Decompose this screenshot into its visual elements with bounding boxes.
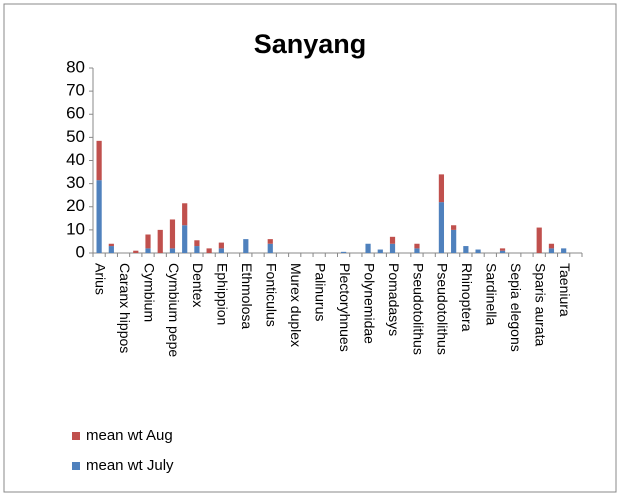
y-tick-label: 40 — [66, 150, 85, 169]
bar-segment — [218, 242, 224, 249]
x-tick-label: Fonticulus — [264, 263, 280, 327]
bar-segment — [548, 243, 555, 249]
x-tick-label: Pseudotolithus — [435, 263, 451, 355]
bar-segment — [463, 246, 469, 253]
bar-segment — [145, 234, 151, 249]
bar-segment — [108, 246, 114, 253]
x-tick-label: Ephippion — [215, 263, 231, 325]
legend-label: mean wt July — [86, 457, 174, 474]
bar-segment — [377, 249, 383, 253]
bar-segment — [414, 248, 420, 253]
x-tick-label: Taeniura — [557, 263, 573, 317]
bar-segment — [536, 227, 542, 253]
x-tick-label: Cymbium — [141, 263, 157, 322]
bar-segment — [561, 248, 567, 253]
x-tick-label: Palinurus — [312, 263, 328, 321]
x-tick-label: Rhinoptera — [459, 263, 475, 332]
bar-segment — [548, 248, 555, 253]
legend-swatch — [72, 462, 80, 470]
chart-title: Sanyang — [254, 29, 367, 59]
bar-segment — [365, 243, 371, 253]
x-tick-label: Murex duplex — [288, 263, 304, 347]
bar-segment — [389, 236, 396, 244]
x-tick-label: Sardinella — [484, 263, 500, 325]
bar-segment — [133, 250, 139, 253]
bar-segment — [267, 239, 273, 244]
chart-frame — [3, 3, 617, 493]
x-tick-label: Plectoryhnues — [337, 263, 353, 352]
bar-segment — [267, 243, 273, 253]
bar-segment — [182, 203, 188, 226]
y-tick-label: 30 — [66, 173, 85, 192]
bar-segment — [145, 248, 151, 253]
y-tick-label: 80 — [66, 57, 85, 76]
bar-segment — [499, 250, 506, 253]
x-tick-label: Cymbium pepe — [166, 263, 182, 357]
bar-segment — [96, 180, 102, 253]
x-tick-label: Sparis aurata — [533, 263, 549, 346]
x-tick-label: Polynemidae — [361, 263, 377, 344]
y-tick-label: 20 — [66, 196, 85, 215]
legend-label: mean wt Aug — [86, 427, 173, 444]
bar-segment — [194, 240, 200, 247]
legend-swatch — [72, 432, 80, 440]
x-tick-label: Pseudotolithus — [410, 263, 426, 355]
bar-segment — [182, 225, 188, 253]
bar-segment — [451, 225, 457, 230]
y-tick-label: 50 — [66, 127, 85, 146]
bar-segment — [169, 248, 176, 253]
x-tick-label: Arius — [92, 263, 108, 295]
bar-segment — [438, 174, 445, 203]
y-tick-label: 0 — [76, 242, 85, 261]
bar-segment — [451, 229, 457, 253]
bar-segment — [157, 229, 163, 253]
x-tick-label: Ethmolosa — [239, 263, 255, 329]
bar-segment — [96, 140, 102, 181]
bar-segment — [108, 243, 114, 247]
bar-segment — [169, 219, 176, 249]
bar-segment — [206, 248, 212, 253]
bar-segment — [499, 248, 506, 251]
y-tick-label: 70 — [66, 81, 85, 100]
y-tick-label: 60 — [66, 104, 85, 123]
bar-segment — [438, 202, 445, 253]
bar-segment — [389, 243, 396, 253]
y-tick-label: 10 — [66, 219, 85, 238]
x-tick-label: Pomadasys — [386, 263, 402, 336]
x-tick-label: Sepia elegons — [508, 263, 524, 352]
x-tick-label: Caranx hippos — [117, 263, 133, 353]
bar-segment — [414, 243, 420, 249]
bar-segment — [475, 249, 481, 253]
x-tick-label: Dentex — [190, 263, 206, 307]
bar-segment — [243, 239, 249, 253]
bar-segment — [341, 251, 347, 253]
bar-segment — [194, 246, 200, 253]
bar-segment — [218, 248, 224, 253]
